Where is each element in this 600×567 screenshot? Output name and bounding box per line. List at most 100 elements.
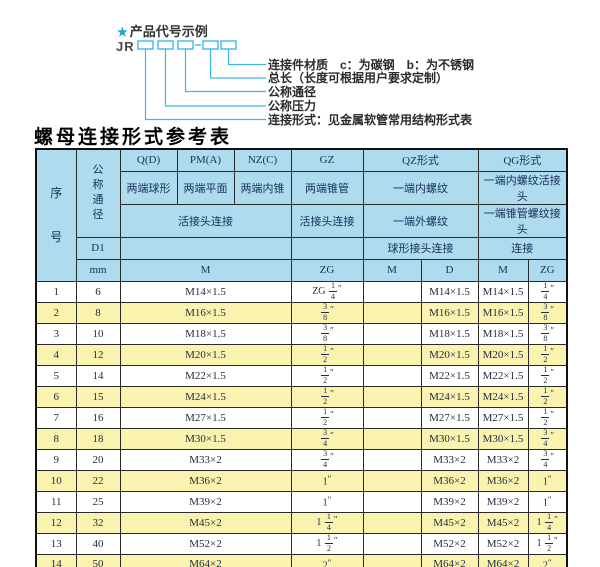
table-row: 12 32 M45×2 1 1 4 ″ M45×2 M45×2 1 1 4 ″ — [35, 511, 568, 534]
cell-qg-m: M18×1.5 — [477, 322, 529, 345]
header-zg: ZG — [290, 258, 364, 282]
cell-qg-zg: 3 8 ″ — [527, 322, 568, 345]
code-box-4 — [202, 40, 219, 50]
cell-gz-zg: 3 8 ″ — [290, 301, 364, 324]
code-box-1 — [137, 40, 154, 50]
cell-qg-m: M33×2 — [477, 448, 529, 471]
header-row-3: 活接头连接 活接头连接 一端外螺纹 一端锥管螺纹接头 — [36, 203, 568, 238]
cell-m: M39×2 — [119, 490, 292, 513]
code-connector-line — [184, 49, 266, 93]
cell-seq: 3 — [35, 322, 77, 345]
cell-dn: 18 — [75, 427, 121, 450]
cell-qz-m — [362, 553, 422, 567]
table-row: 2 8 M16×1.5 3 8 ″ M16×1.5 M16×1.5 3 8 ″ — [35, 301, 568, 324]
cell-qg-m: M16×1.5 — [477, 301, 529, 324]
header-nz-desc: 两端内锥 — [233, 170, 292, 205]
code-box-3 — [177, 40, 194, 50]
header-nominal-diameter: 公称通径 — [75, 148, 121, 238]
table-row: 9 20 M33×2 3 4 ″ M33×2 M33×2 3 4 ″ — [35, 448, 568, 471]
header-gz: GZ — [290, 148, 364, 172]
table-row: 4 12 M20×1.5 1 2 ″ M20×1.5 M20×1.5 1 2 ″ — [35, 343, 568, 366]
diagram-title: ★ 产品代号示例 — [117, 21, 208, 40]
cell-qz-m — [362, 322, 422, 345]
cell-m: M64×2 — [119, 553, 292, 567]
table-row: 8 18 M30×1.5 3 4 ″ M30×1.5 M30×1.5 3 4 ″ — [35, 427, 568, 450]
cell-dn: 15 — [75, 385, 121, 408]
header-pm-desc: 两端平面 — [176, 170, 235, 205]
cell-seq: 7 — [35, 406, 77, 429]
cell-qz-d: M20×1.5 — [420, 343, 479, 366]
header-d1: D1 — [75, 236, 121, 260]
table-row: 11 25 M39×2 1″ M39×2 M39×2 1″ — [35, 490, 568, 513]
cell-qg-zg: 1 2 ″ — [527, 385, 568, 408]
cell-qg-m: M52×2 — [477, 532, 529, 555]
header-qg-desc1: 一端内螺纹活接头 — [477, 170, 568, 205]
cell-gz-zg: 1″ — [290, 490, 364, 513]
code-connector-line — [164, 49, 266, 107]
code-label-connection: 连接形式：见金属软管常用结构形式表 — [268, 113, 473, 127]
cell-m: M36×2 — [119, 469, 292, 492]
header-nominal-diameter-label: 公称通径 — [92, 164, 104, 222]
table-row: 6 15 M24×1.5 1 2 ″ M24×1.5 M24×1.5 1 2 ″ — [35, 385, 568, 408]
cell-dn: 8 — [75, 301, 121, 324]
cell-seq: 9 — [35, 448, 77, 471]
table-row: 5 14 M22×1.5 1 2 ″ M22×1.5 M22×1.5 1 2 ″ — [35, 364, 568, 387]
header-union-connection: 活接头连接 — [119, 203, 292, 238]
cell-qz-m — [362, 532, 422, 555]
cell-seq: 11 — [35, 490, 77, 513]
cell-qz-m — [362, 343, 422, 366]
cell-qz-m — [362, 448, 422, 471]
cell-dn: 12 — [75, 343, 121, 366]
header-qz-desc1: 一端内螺纹 — [362, 170, 479, 205]
cell-qz-m — [362, 490, 422, 513]
code-label-length: 总长（长度可根据用户要求定制） — [268, 71, 449, 85]
cell-gz-zg: 3 8 ″ — [290, 322, 364, 345]
cell-qg-m: M30×1.5 — [477, 427, 529, 450]
cell-dn: 16 — [75, 406, 121, 429]
cell-gz-zg: 1 1 4 ″ — [290, 511, 364, 534]
table-title: 螺母连接形式参考表 — [34, 126, 233, 148]
cell-qz-d: M27×1.5 — [420, 406, 479, 429]
cell-m: M14×1.5 — [119, 280, 292, 303]
cell-gz-zg: ZG 1 4 ″ — [290, 280, 364, 303]
header-qg-m: M — [477, 258, 529, 282]
cell-m: M27×1.5 — [119, 406, 292, 429]
header-q-desc: 两端球形 — [119, 170, 178, 205]
cell-qz-d: M36×2 — [420, 469, 479, 492]
code-prefix: JR — [116, 39, 135, 54]
header-cell-blank — [290, 236, 364, 260]
cell-qg-m: M64×2 — [477, 553, 529, 567]
cell-qg-zg: 1 2 ″ — [527, 406, 568, 429]
cell-qg-zg: 1 2 ″ — [527, 343, 568, 366]
header-seq-label: 序号 — [50, 186, 63, 245]
nut-connection-reference-table: 序号 公称通径 Q(D) PM(A) NZ(C) GZ QZ形式 QG形式 两端… — [35, 148, 569, 567]
table-row: 3 10 M18×1.5 3 8 ″ M18×1.5 M18×1.5 3 8 ″ — [35, 322, 568, 345]
cell-dn: 20 — [75, 448, 121, 471]
cell-qg-zg: 1 2 ″ — [527, 364, 568, 387]
cell-seq: 13 — [35, 532, 77, 555]
table-row: 14 50 M64×2 2″ M64×2 M64×2 2″ — [35, 553, 568, 567]
header-nz: NZ(C) — [233, 148, 292, 172]
cell-qz-m — [362, 427, 422, 450]
table-row: 10 22 M36×2 1″ M36×2 M36×2 1″ — [35, 469, 568, 492]
cell-seq: 4 — [35, 343, 77, 366]
cell-dn: 22 — [75, 469, 121, 492]
table-row: 13 40 M52×2 1 1 2 ″ M52×2 M52×2 1 1 2 ″ — [35, 532, 568, 555]
cell-dn: 40 — [75, 532, 121, 555]
cell-qz-m — [362, 364, 422, 387]
cell-qg-zg: 1″ — [527, 490, 568, 513]
header-gz-connection: 活接头连接 — [290, 203, 364, 238]
cell-qz-d: M64×2 — [420, 553, 479, 567]
cell-qz-m — [362, 406, 422, 429]
cell-qg-m: M20×1.5 — [477, 343, 529, 366]
header-cell-blank — [119, 236, 292, 260]
cell-qz-d: M14×1.5 — [420, 280, 479, 303]
diagram-title-text: 产品代号示例 — [129, 24, 208, 39]
cell-dn: 50 — [75, 553, 121, 567]
cell-qz-d: M30×1.5 — [420, 427, 479, 450]
cell-qg-zg: 1 4 ″ — [527, 280, 568, 303]
cell-seq: 5 — [35, 364, 77, 387]
code-box-2 — [157, 40, 174, 50]
table-row: 7 16 M27×1.5 1 2 ″ M27×1.5 M27×1.5 1 2 ″ — [35, 406, 568, 429]
cell-qz-d: M33×2 — [420, 448, 479, 471]
